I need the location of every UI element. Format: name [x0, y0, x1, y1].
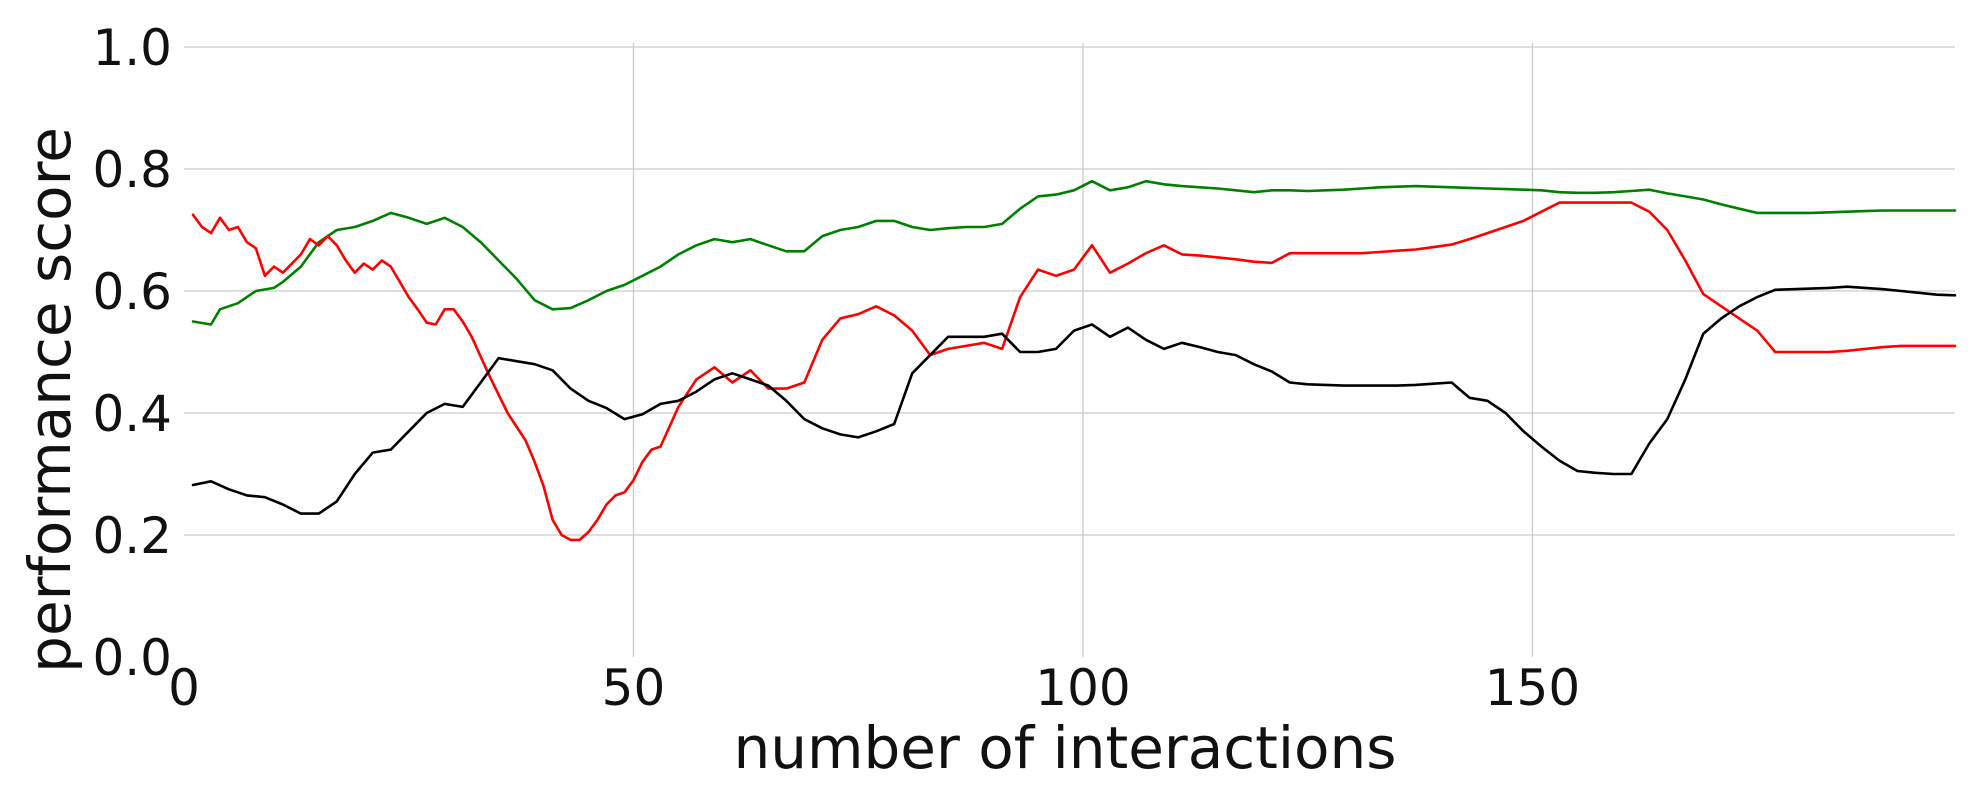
- y-axis-label: performance score: [16, 127, 84, 673]
- x-tick-label: 0: [168, 659, 200, 717]
- series-line-1: [191, 179, 1957, 326]
- y-tick-label: 0.8: [92, 141, 172, 199]
- y-tick-label: 1.0: [92, 19, 172, 77]
- y-tick-label: 0.0: [92, 629, 172, 687]
- x-tick-label: 100: [1035, 659, 1130, 717]
- series-line-3: [191, 285, 1957, 515]
- y-tick-label: 0.6: [92, 263, 172, 321]
- y-tick-label: 0.2: [92, 507, 172, 565]
- x-axis-label: number of interactions: [733, 714, 1396, 782]
- series-lines: [191, 179, 1957, 542]
- x-tick-label: 50: [602, 659, 666, 717]
- x-tick-label: 150: [1485, 659, 1580, 717]
- y-tick-label: 0.4: [92, 385, 172, 443]
- y-axis-ticks: 0.0 0.2 0.4 0.6 0.8 1.0: [92, 19, 172, 687]
- series-line-2: [191, 201, 1957, 542]
- grid-lines: [184, 43, 1955, 657]
- x-axis-ticks: 0 50 100 150: [168, 659, 1580, 717]
